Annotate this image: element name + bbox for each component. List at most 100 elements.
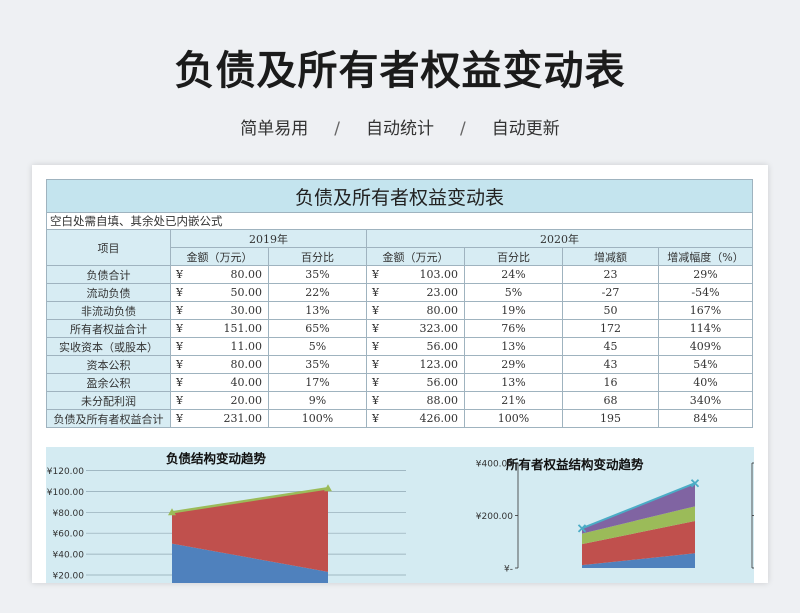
percent-2019-cell[interactable]: 17% [268,373,367,392]
amount-2020-cell[interactable]: ¥23.00 [366,283,465,302]
charts-area: 负债结构变动趋势 所有者权益结构变动趋势 ¥20.00 ¥40.00 ¥60.00 ¥… [46,447,754,583]
currency-symbol: ¥ [176,286,183,299]
amount-2019-cell[interactable]: ¥80.00 [170,265,269,284]
cell-value: 231.00 [223,412,263,425]
amount-2019-cell[interactable]: ¥151.00 [170,319,269,338]
cell-value: 151.00 [223,322,263,335]
percent-2019-cell[interactable]: 65% [268,319,367,338]
row-label[interactable]: 未分配利润 [46,391,171,410]
row-label[interactable]: 实收资本（或股本） [46,337,171,356]
amount-2020-cell[interactable]: ¥56.00 [366,373,465,392]
percent-2019-cell[interactable]: 22% [268,283,367,302]
table-row: 所有者权益合计 ¥151.00 65% ¥323.00 76% 172 114% [46,319,753,338]
currency-symbol: ¥ [372,358,379,371]
amount-2020-cell[interactable]: ¥123.00 [366,355,465,374]
currency-symbol: ¥ [176,304,183,317]
percent-2020-cell[interactable]: 29% [464,355,563,374]
subtitle-item: 自动更新 [491,119,560,139]
row-label[interactable]: 负债合计 [46,265,171,284]
change-percent-cell[interactable]: 40% [658,373,753,392]
chart-title-liabilities: 负债结构变动趋势 [166,451,267,466]
amount-2019-cell[interactable]: ¥231.00 [170,409,269,428]
change-percent-cell[interactable]: 29% [658,265,753,284]
amount-2020-cell[interactable]: ¥80.00 [366,301,465,320]
change-cell[interactable]: -27 [562,283,659,302]
percent-2019-cell[interactable]: 100% [268,409,367,428]
currency-symbol: ¥ [176,394,183,407]
row-label[interactable]: 盈余公积 [46,373,171,392]
percent-2020-cell[interactable]: 5% [464,283,563,302]
cell-value: 56.00 [426,376,459,389]
table-title: 负债及所有者权益变动表 [46,179,753,213]
amount-2019-cell[interactable]: ¥30.00 [170,301,269,320]
change-cell[interactable]: 68 [562,391,659,410]
row-label[interactable]: 资本公积 [46,355,171,374]
currency-symbol: ¥ [372,268,379,281]
item-header: 项目 [46,229,171,266]
percent-2020-cell[interactable]: 76% [464,319,563,338]
table-row: 流动负债 ¥50.00 22% ¥23.00 5% -27 -54% [46,283,753,302]
area-non-current-liabilities [172,543,328,583]
y-tick-label: ¥60.00 [53,530,85,540]
amount-2019-cell[interactable]: ¥40.00 [170,373,269,392]
amount-2020-cell[interactable]: ¥426.00 [366,409,465,428]
table-row: 盈余公积 ¥40.00 17% ¥56.00 13% 16 40% [46,373,753,392]
percent-2019-cell[interactable]: 35% [268,355,367,374]
area-capital-reserve [582,521,695,566]
percent-2019-cell[interactable]: 5% [268,337,367,356]
y-tick-label: ¥200.00 [476,512,513,522]
change-cell[interactable]: 23 [562,265,659,284]
amount-2020-cell[interactable]: ¥323.00 [366,319,465,338]
currency-symbol: ¥ [372,322,379,335]
change-cell[interactable]: 172 [562,319,659,338]
percent-2020-cell[interactable]: 13% [464,337,563,356]
column-header: 增减幅度（%） [658,247,753,266]
change-percent-cell[interactable]: 340% [658,391,753,410]
row-label[interactable]: 流动负债 [46,283,171,302]
change-percent-cell[interactable]: 114% [658,319,753,338]
table-note: 空白处需自填、其余处已内嵌公式 [46,212,753,230]
y-tick-label: ¥400.00 [476,460,513,470]
equity-area-chart: ¥-¥200.00¥400.00¥-¥200.00¥400.00 [476,460,754,575]
data-point-marker [168,508,176,516]
percent-2020-cell[interactable]: 13% [464,373,563,392]
change-percent-cell[interactable]: 84% [658,409,753,428]
year-2019-header: 2019年 [170,229,367,248]
currency-symbol: ¥ [372,286,379,299]
liabilities-area-chart: ¥20.00 ¥40.00 ¥60.00 ¥80.00 ¥100.00 ¥120.00 [47,467,406,583]
change-percent-cell[interactable]: -54% [658,283,753,302]
subtitle-separator: / [334,119,340,139]
spreadsheet-preview: 负债及所有者权益变动表 空白处需自填、其余处已内嵌公式 项目 2019年 202… [32,165,768,583]
percent-2020-cell[interactable]: 21% [464,391,563,410]
change-cell[interactable]: 50 [562,301,659,320]
data-point-marker [324,484,332,492]
percent-2020-cell[interactable]: 100% [464,409,563,428]
amount-2019-cell[interactable]: ¥80.00 [170,355,269,374]
chart-title-equity: 所有者权益结构变动趋势 [506,457,644,472]
amount-2019-cell[interactable]: ¥11.00 [170,337,269,356]
change-cell[interactable]: 45 [562,337,659,356]
change-cell[interactable]: 195 [562,409,659,428]
area-current-liabilities [172,488,328,572]
amount-2020-cell[interactable]: ¥88.00 [366,391,465,410]
row-label[interactable]: 非流动负债 [46,301,171,320]
total-liabilities-line [171,487,329,514]
amount-2019-cell[interactable]: ¥50.00 [170,283,269,302]
amount-2020-cell[interactable]: ¥56.00 [366,337,465,356]
row-label[interactable]: 所有者权益合计 [46,319,171,338]
percent-2019-cell[interactable]: 9% [268,391,367,410]
change-cell[interactable]: 43 [562,355,659,374]
change-percent-cell[interactable]: 409% [658,337,753,356]
amount-2019-cell[interactable]: ¥20.00 [170,391,269,410]
percent-2020-cell[interactable]: 19% [464,301,563,320]
percent-2019-cell[interactable]: 35% [268,265,367,284]
change-percent-cell[interactable]: 54% [658,355,753,374]
change-percent-cell[interactable]: 167% [658,301,753,320]
amount-2020-cell[interactable]: ¥103.00 [366,265,465,284]
row-label[interactable]: 负债及所有者权益合计 [46,409,171,428]
table-row: 未分配利润 ¥20.00 9% ¥88.00 21% 68 340% [46,391,753,410]
change-cell[interactable]: 16 [562,373,659,392]
percent-2020-cell[interactable]: 24% [464,265,563,284]
percent-2019-cell[interactable]: 13% [268,301,367,320]
table-row: 负债及所有者权益合计 ¥231.00 100% ¥426.00 100% 195 84% [46,409,753,428]
